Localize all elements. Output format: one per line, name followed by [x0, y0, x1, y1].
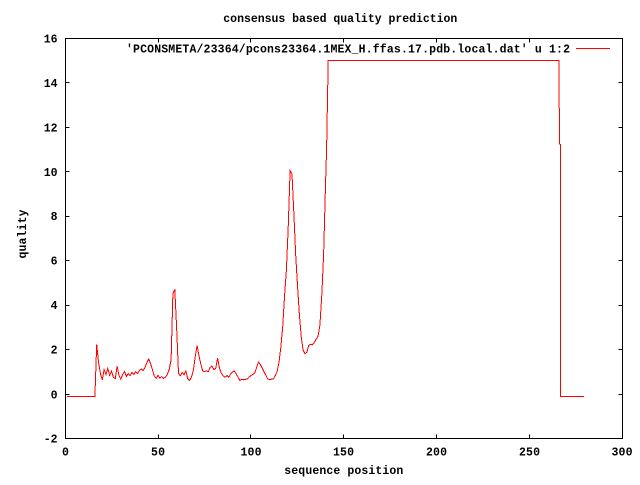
svg-text:150: 150	[333, 447, 354, 460]
svg-text:consensus based quality predic: consensus based quality prediction	[223, 13, 457, 26]
svg-text:0: 0	[62, 447, 69, 460]
svg-text:50: 50	[151, 447, 165, 460]
svg-text:10: 10	[44, 167, 58, 180]
svg-text:12: 12	[44, 122, 58, 135]
svg-text:100: 100	[241, 447, 262, 460]
svg-text:8: 8	[51, 211, 58, 224]
svg-text:250: 250	[519, 447, 540, 460]
svg-text:14: 14	[44, 78, 58, 91]
svg-text:quality: quality	[17, 209, 30, 258]
svg-text:sequence position: sequence position	[284, 465, 403, 478]
svg-text:'PCONSMETA/23364/pcons23364.1M: 'PCONSMETA/23364/pcons23364.1MEX_H.ffas.…	[126, 43, 570, 56]
svg-text:-2: -2	[44, 434, 58, 447]
svg-text:6: 6	[51, 256, 58, 269]
svg-text:0: 0	[51, 389, 58, 402]
svg-text:300: 300	[612, 447, 633, 460]
svg-text:200: 200	[426, 447, 447, 460]
svg-text:16: 16	[44, 34, 58, 47]
svg-text:4: 4	[51, 300, 58, 313]
svg-text:2: 2	[51, 345, 58, 358]
